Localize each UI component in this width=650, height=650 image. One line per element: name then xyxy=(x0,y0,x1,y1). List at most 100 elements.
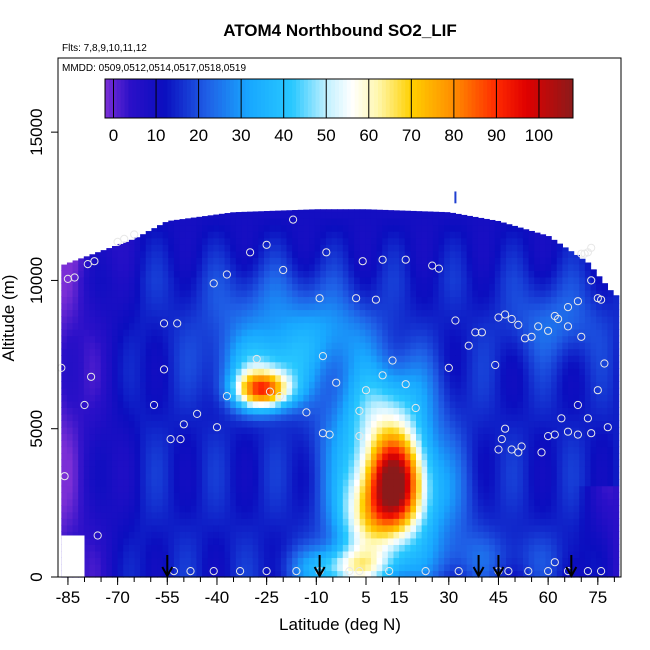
heatmap-cell xyxy=(410,446,417,454)
heatmap-cell xyxy=(286,257,293,265)
heatmap-cell xyxy=(539,342,547,350)
heatmap-cell xyxy=(494,283,502,291)
heatmap-cell xyxy=(393,570,400,578)
heatmap-column xyxy=(134,237,141,578)
heatmap-cell xyxy=(500,511,507,519)
heatmap-cell xyxy=(483,518,490,526)
heatmap-cell xyxy=(72,368,79,376)
heatmap-column xyxy=(534,232,541,578)
heatmap-cell xyxy=(444,270,451,278)
heatmap-cell xyxy=(444,511,451,519)
heatmap-cell xyxy=(297,453,304,461)
heatmap-cell xyxy=(399,374,406,382)
heatmap-cell xyxy=(123,511,130,519)
heatmap-cell xyxy=(551,518,558,526)
heatmap-cell xyxy=(230,387,237,395)
heatmap-cell xyxy=(483,270,490,278)
heatmap-cell xyxy=(173,570,181,578)
heatmap-cell xyxy=(494,244,502,252)
heatmap-cell xyxy=(393,316,400,324)
heatmap-cell xyxy=(72,420,79,428)
heatmap-cell xyxy=(196,498,203,506)
heatmap-cell xyxy=(489,550,496,559)
heatmap-cell xyxy=(286,211,293,219)
heatmap-cell xyxy=(95,492,102,500)
heatmap-cell xyxy=(151,289,158,298)
heatmap-column xyxy=(230,212,237,578)
heatmap-cell xyxy=(173,289,181,298)
heatmap-cell xyxy=(207,231,214,239)
heatmap-cell xyxy=(202,289,209,298)
heatmap-cell xyxy=(461,466,468,474)
heatmap-cell xyxy=(196,472,203,480)
heatmap-cell xyxy=(100,505,107,513)
heatmap-cell xyxy=(466,550,473,559)
heatmap-cell xyxy=(292,570,299,578)
heatmap-cell xyxy=(539,381,547,389)
heatmap-cell xyxy=(393,335,400,343)
heatmap-cell xyxy=(404,329,411,337)
heatmap-cell xyxy=(410,361,417,369)
heatmap-cell xyxy=(556,387,563,395)
heatmap-cell xyxy=(230,335,237,343)
heatmap-cell xyxy=(297,302,304,311)
heatmap-cell xyxy=(157,453,164,461)
heatmap-cell xyxy=(337,218,344,226)
heatmap-cell xyxy=(461,302,468,311)
heatmap-cell xyxy=(173,459,181,467)
heatmap-cell xyxy=(185,563,192,572)
heatmap-cell xyxy=(230,563,237,572)
heatmap-cell xyxy=(185,244,192,252)
heatmap-cell xyxy=(128,453,136,461)
heatmap-cell xyxy=(342,209,350,213)
heatmap-cell xyxy=(404,270,411,278)
heatmap-cell xyxy=(258,335,265,343)
heatmap-cell xyxy=(472,270,479,278)
heatmap-cell xyxy=(337,485,344,493)
heatmap-cell xyxy=(511,485,518,493)
heatmap-cell xyxy=(258,472,265,480)
heatmap-cell xyxy=(280,400,288,408)
heatmap-cell xyxy=(534,531,541,539)
heatmap-cell xyxy=(376,413,383,422)
heatmap-cell xyxy=(230,329,237,337)
heatmap-cell xyxy=(399,289,406,298)
heatmap-cell xyxy=(432,524,440,532)
heatmap-cell xyxy=(387,342,395,350)
heatmap-cell xyxy=(128,544,136,552)
heatmap-cell xyxy=(393,218,400,226)
heatmap-cell xyxy=(342,276,350,284)
heatmap-cell xyxy=(252,250,259,258)
heatmap-cell xyxy=(117,479,124,487)
heatmap-cell xyxy=(325,257,333,265)
heatmap-cell xyxy=(241,446,248,454)
heatmap-cell xyxy=(100,439,107,448)
heatmap-cell xyxy=(466,453,473,461)
heatmap-cell xyxy=(230,316,237,324)
heatmap-cell xyxy=(202,368,209,376)
heatmap-cell xyxy=(376,498,383,506)
heatmap-cell xyxy=(173,250,181,258)
heatmap-cell xyxy=(331,400,338,408)
heatmap-cell xyxy=(95,550,102,559)
heatmap-cell xyxy=(202,224,209,232)
heatmap-cell xyxy=(528,374,535,382)
heatmap-cell xyxy=(539,511,547,519)
heatmap-cell xyxy=(224,446,231,454)
heatmap-cell xyxy=(151,407,158,415)
heatmap-cell xyxy=(292,511,299,519)
heatmap-cell xyxy=(241,518,248,526)
heatmap-cell xyxy=(404,459,411,467)
heatmap-cell xyxy=(95,570,102,578)
heatmap-cell xyxy=(269,420,276,428)
heatmap-cell xyxy=(297,531,304,539)
heatmap-cell xyxy=(241,544,248,552)
heatmap-cell xyxy=(325,302,333,311)
heatmap-cell xyxy=(551,289,558,298)
heatmap-cell xyxy=(66,387,74,395)
heatmap-cell xyxy=(556,289,563,298)
heatmap-cell xyxy=(483,426,490,435)
heatmap-cell xyxy=(365,322,372,330)
heatmap-cell xyxy=(247,400,254,408)
heatmap-cell xyxy=(168,289,175,298)
